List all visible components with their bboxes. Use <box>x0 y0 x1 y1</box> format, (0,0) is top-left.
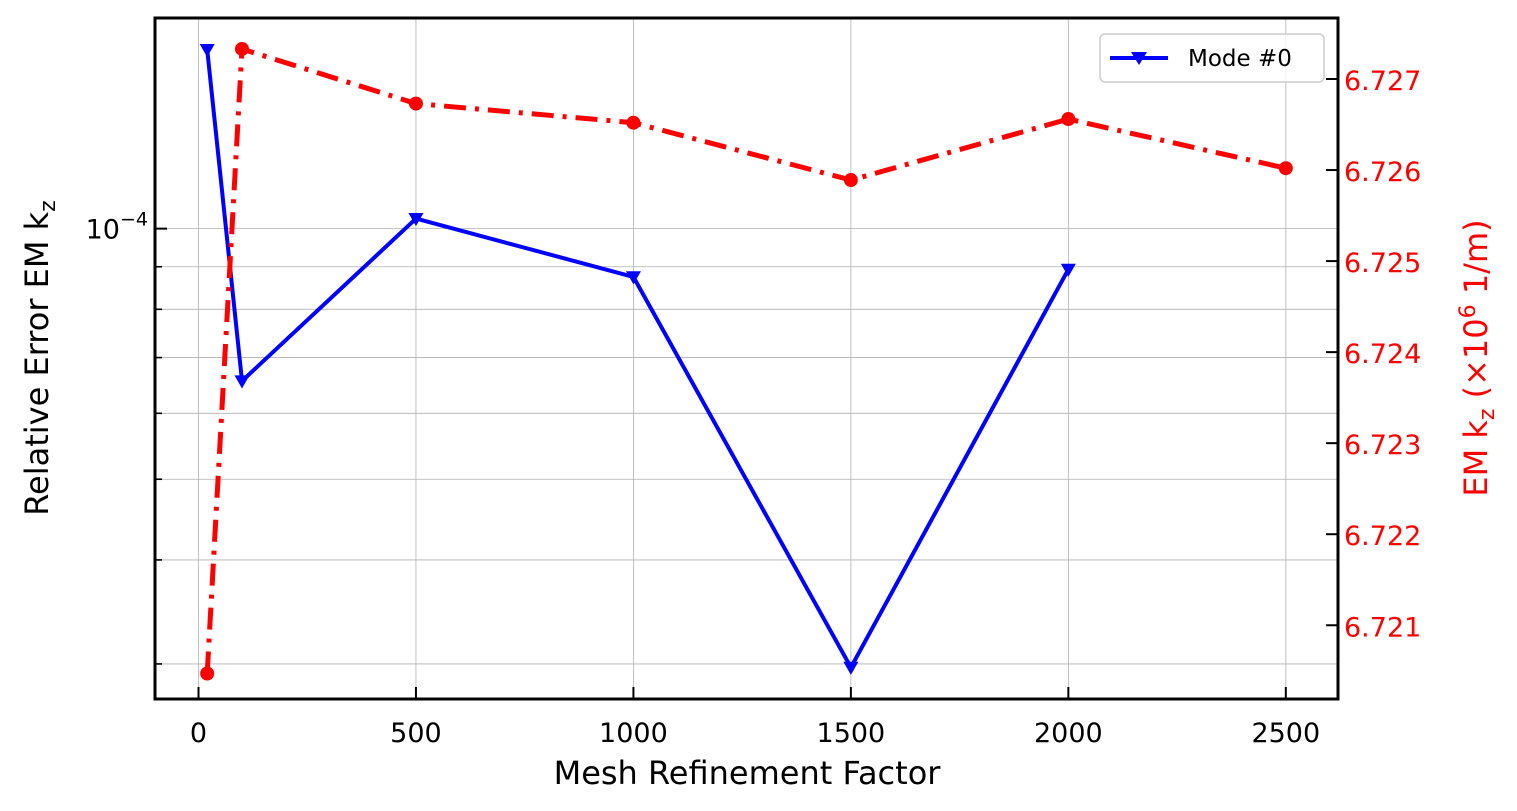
series-2-point <box>626 115 641 130</box>
y-right-tick-label: 6.722 <box>1344 521 1421 552</box>
x-tick-label: 1500 <box>817 718 886 749</box>
y-left-axis-label: Relative Error EM kz <box>18 200 61 515</box>
legend-marker-mode-0 <box>1131 52 1147 65</box>
x-tick-label: 500 <box>390 718 442 749</box>
y-right-tick-label: 6.727 <box>1344 66 1421 97</box>
series-1-point <box>199 44 215 58</box>
grid <box>155 18 1338 699</box>
series-line-1 <box>205 49 1071 670</box>
y-left-tick-label-exponent: −4 <box>120 209 148 231</box>
series-2-point <box>234 41 249 56</box>
y-right-tick-label: 6.724 <box>1344 339 1421 370</box>
x-tick-label: 2000 <box>1034 718 1103 749</box>
series-2-point <box>1061 112 1076 127</box>
axes: 0 500 1000 1500 2000 2500 10−4 6.721 6.722 6.723 6… <box>18 16 1500 792</box>
y-left-tick-label-base: 10 <box>86 215 120 246</box>
y-right-tick-label: 6.721 <box>1344 612 1421 643</box>
y-right-tick-label: 6.723 <box>1344 430 1421 461</box>
series-1-point <box>408 213 424 227</box>
legend-label-mode-0: Mode #0 <box>1188 46 1292 72</box>
y-right-axis-label: EM kz (×106 1/m) <box>1456 219 1500 496</box>
y-left-axis-label-main: Relative Error EM k <box>18 211 56 515</box>
series-2-point <box>843 173 858 188</box>
series-1-point <box>1060 263 1076 277</box>
y-left-axis-label-subscript: z <box>36 200 61 212</box>
y-right-axis-label-subscript: z <box>1475 409 1500 421</box>
series-1-point <box>625 271 641 285</box>
series-1-point <box>843 661 859 675</box>
y-left-tick-label: 10−4 <box>86 209 148 246</box>
series-2-point <box>408 96 423 111</box>
plot-frame <box>153 16 1340 701</box>
x-axis-label: Mesh Refinement Factor <box>554 754 942 792</box>
legend-box <box>1099 33 1325 83</box>
y-right-axis-label-unit-end: 1/m) <box>1457 219 1495 304</box>
x-tick-label: 0 <box>190 718 207 749</box>
y-right-axis-label-superscript: 6 <box>1456 304 1481 318</box>
series-layer <box>199 41 1293 681</box>
y-right-axis-label-main: EM k <box>1457 420 1495 497</box>
x-tick-label: 2500 <box>1251 718 1320 749</box>
y-right-tick-label: 6.726 <box>1344 157 1421 188</box>
series-1-point <box>234 375 250 389</box>
y-right-tick-label: 6.725 <box>1344 248 1421 279</box>
series-2-point <box>1278 161 1293 176</box>
series-2-point <box>200 666 215 681</box>
legend: Mode #0 <box>1099 33 1325 83</box>
y-right-axis-label-unit: (×10 <box>1457 318 1495 408</box>
x-tick-label: 1000 <box>599 718 668 749</box>
